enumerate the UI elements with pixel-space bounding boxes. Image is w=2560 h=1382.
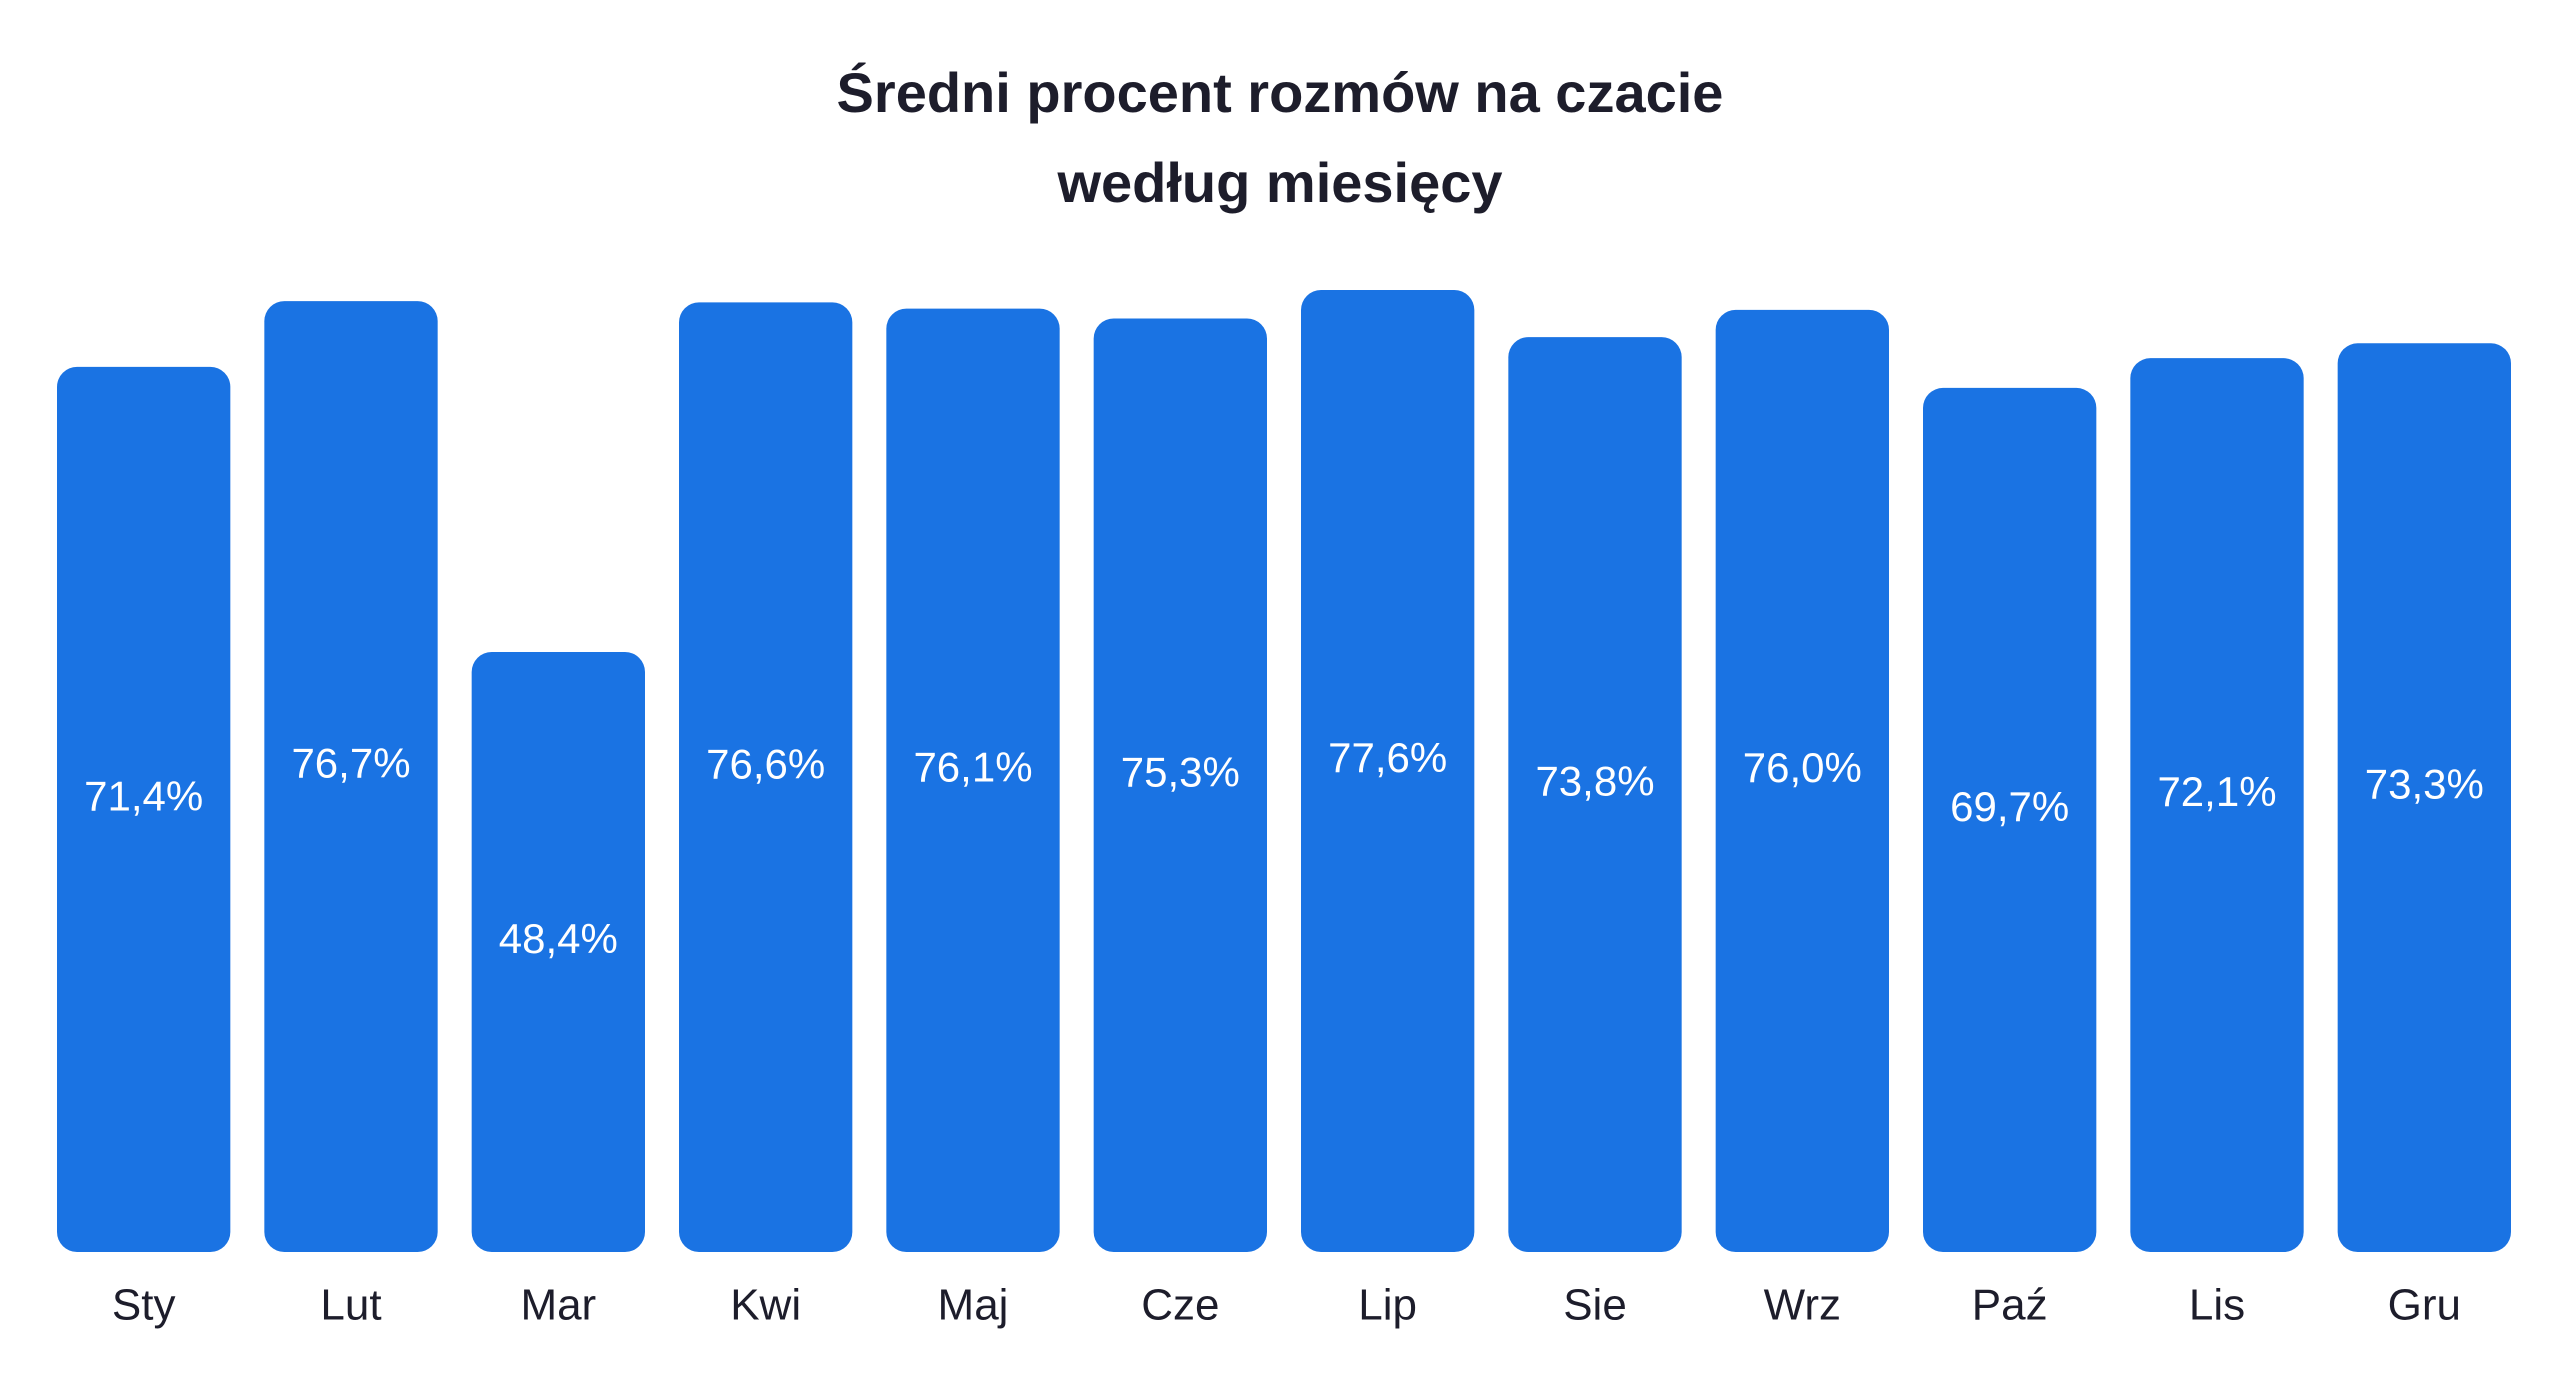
bar bbox=[1301, 290, 1475, 1252]
value-label: 75,3% bbox=[1121, 748, 1240, 795]
value-label: 77,6% bbox=[1328, 734, 1447, 781]
value-label: 73,8% bbox=[1535, 758, 1654, 805]
x-tick-label: Lis bbox=[2189, 1281, 2245, 1330]
x-tick-label: Sie bbox=[1563, 1281, 1627, 1330]
x-tick-label: Mar bbox=[520, 1281, 596, 1330]
chart-title: Średni procent rozmów na czacie według m… bbox=[836, 61, 1724, 214]
x-tick-label: Paź bbox=[1972, 1281, 2048, 1330]
bar bbox=[1923, 387, 2097, 1253]
title-box: Średni procent rozmów na czacie według m… bbox=[0, 48, 2560, 228]
bar bbox=[471, 651, 645, 1252]
value-label: 71,4% bbox=[84, 773, 203, 820]
x-tick-label: Lip bbox=[1358, 1281, 1417, 1330]
x-tick-label: Gru bbox=[2388, 1281, 2461, 1330]
bar bbox=[2130, 358, 2304, 1252]
value-label: 73,3% bbox=[2365, 761, 2484, 808]
bar bbox=[679, 302, 853, 1252]
bar bbox=[264, 301, 438, 1252]
value-label: 69,7% bbox=[1950, 783, 2069, 830]
x-tick-label: Kwi bbox=[730, 1281, 801, 1330]
bar bbox=[1715, 309, 1889, 1252]
value-label: 76,1% bbox=[913, 743, 1032, 790]
value-label: 76,7% bbox=[291, 740, 410, 787]
value-label: 76,6% bbox=[706, 740, 825, 787]
bar bbox=[886, 308, 1060, 1253]
x-tick-label: Wrz bbox=[1764, 1281, 1841, 1330]
bar bbox=[1508, 337, 1682, 1252]
bar bbox=[2337, 343, 2511, 1252]
x-tick-label: Cze bbox=[1141, 1281, 1219, 1330]
x-tick-label: Sty bbox=[112, 1281, 176, 1330]
bar bbox=[57, 366, 231, 1252]
x-tick-label: Lut bbox=[320, 1281, 381, 1330]
bar bbox=[1093, 318, 1267, 1252]
x-tick-label: Maj bbox=[938, 1281, 1009, 1330]
value-label: 48,4% bbox=[499, 915, 618, 962]
value-label: 72,1% bbox=[2157, 768, 2276, 815]
value-label: 76,0% bbox=[1743, 744, 1862, 791]
